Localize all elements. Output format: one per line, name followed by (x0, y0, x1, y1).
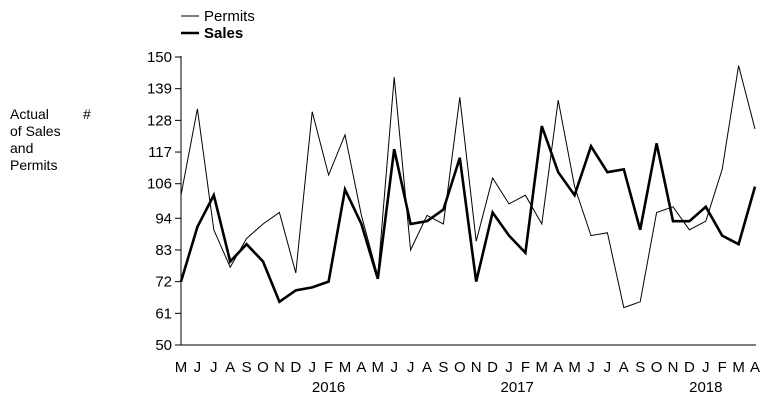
x-tick-label-2: J (210, 359, 218, 376)
chart-legend: Permits Sales (181, 8, 255, 42)
x-tick-label-35: A (750, 359, 760, 376)
x-tick-label-7: D (290, 359, 301, 376)
x-tick-label-30: N (668, 359, 679, 376)
x-tick-label-24: M (568, 359, 581, 376)
x-tick-label-4: S (242, 359, 252, 376)
y-axis-label: Actual # of Sales and Permits (10, 106, 100, 174)
x-tick-label-21: F (521, 359, 530, 376)
x-tick-label-5: O (257, 359, 269, 376)
year-label-2016: 2016 (312, 379, 345, 396)
x-tick-label-13: J (390, 359, 398, 376)
x-tick-label-15: A (422, 359, 432, 376)
y-tick-label-117: 117 (148, 144, 172, 161)
y-tick-label-61: 61 (155, 305, 172, 322)
year-label-2017: 2017 (501, 379, 534, 396)
y-axis-label-line-3: and (10, 140, 34, 156)
year-label-2018: 2018 (689, 379, 722, 396)
x-tick-label-26: J (604, 359, 612, 376)
x-tick-label-3: A (225, 359, 235, 376)
y-tick-label-139: 139 (147, 81, 172, 98)
legend-label-sales: Sales (204, 25, 243, 42)
y-tick-label-72: 72 (155, 274, 172, 291)
x-tick-label-32: J (702, 359, 710, 376)
x-tick-label-17: O (454, 359, 466, 376)
x-tick-label-25: J (587, 359, 595, 376)
x-tick-label-8: J (308, 359, 316, 376)
series-line-sales (179, 125, 757, 304)
x-tick-label-20: J (505, 359, 513, 376)
x-tick-label-22: M (536, 359, 549, 376)
x-tick-label-14: J (407, 359, 415, 376)
y-tick-label-128: 128 (147, 112, 172, 129)
y-tick-label-106: 106 (147, 176, 172, 193)
x-tick-label-34: M (732, 359, 745, 376)
x-tick-label-9: F (324, 359, 333, 376)
x-tick-label-19: D (487, 359, 498, 376)
x-tick-label-29: O (651, 359, 663, 376)
y-tick-label-150: 150 (147, 49, 172, 66)
y-tick-label-94: 94 (155, 210, 172, 227)
x-tick-label-31: D (684, 359, 695, 376)
plot-area (179, 65, 757, 309)
x-tick-label-1: J (194, 359, 202, 376)
y-axis-label-line-1: Actual (10, 106, 49, 122)
legend-label-permits: Permits (204, 8, 255, 25)
x-tick-label-28: S (635, 359, 645, 376)
x-tick-label-12: M (372, 359, 385, 376)
x-tick-label-16: S (438, 359, 448, 376)
x-tick-label-18: N (471, 359, 482, 376)
x-tick-label-6: N (274, 359, 285, 376)
y-tick-label-83: 83 (155, 242, 172, 259)
y-tick-label-50: 50 (155, 337, 172, 354)
y-axis-label-line-2: of Sales (10, 123, 61, 139)
series-line-permits (180, 65, 756, 309)
x-tick-label-33: F (718, 359, 727, 376)
y-axis-label-line-1b: # (83, 106, 91, 122)
x-tick-label-11: A (356, 359, 366, 376)
y-axis-label-line-4: Permits (10, 157, 58, 173)
x-tick-label-0: M (175, 359, 188, 376)
x-tick-label-10: M (339, 359, 352, 376)
x-tick-label-27: A (619, 359, 629, 376)
x-tick-label-23: A (553, 359, 563, 376)
